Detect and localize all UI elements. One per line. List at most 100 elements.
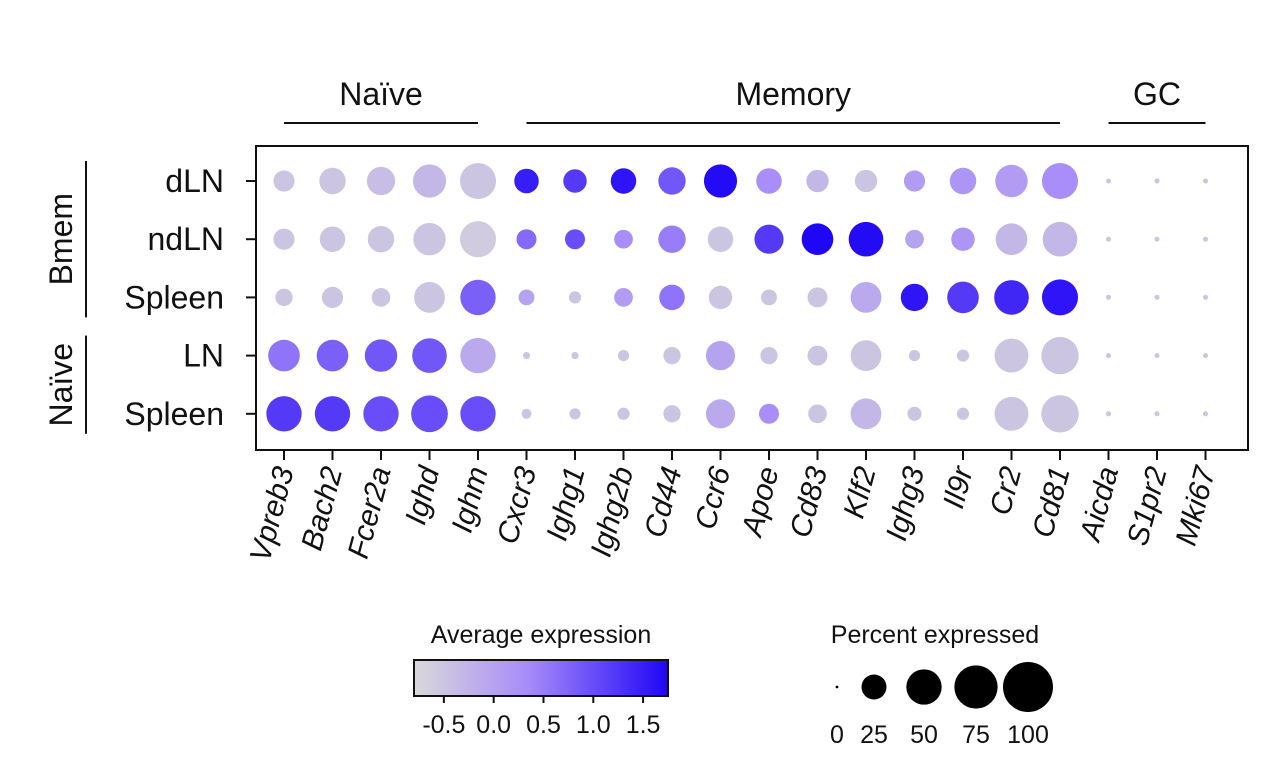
dot-dln-ighg3 [903,170,926,192]
color-legend-title: Average expression [431,621,652,649]
color-legend-ticks: -0.5 0.0 0.5 1.0 1.5 [422,696,660,739]
dot-ln-vpreb3 [268,339,300,372]
size-legend-title: Percent expressed [831,621,1039,649]
dots [266,162,1208,433]
column-group-label-memory: Memory [735,76,851,112]
row-label-ndln: ndLN [148,221,225,257]
dot-spleen-ighm [460,396,496,432]
gene-label-ighd: Ighd [399,462,446,528]
dot-dln-fcer2a [366,166,396,196]
dot-dln-mki67 [1203,178,1208,184]
dot-dln-ighd [412,164,447,198]
color-tick-label: 1.5 [626,711,661,739]
dot-dln-vpreb3 [273,170,295,192]
dot-spleen-cxcr3 [521,408,532,419]
dot-spleen-aicda [1106,411,1111,417]
dot-spleen-s1pr2 [1154,294,1160,300]
gene-label-il9r: Il9r [937,462,980,512]
dot-spleen-cd83 [808,404,827,424]
dot-ln-cd81 [1041,336,1079,375]
dot-ndln-ighg1 [565,229,585,250]
dot-ln-klf2 [850,340,882,372]
dot-ln-cd44 [663,346,681,365]
dot-ndln-cd81 [1042,221,1078,257]
dot-spleen-klf2 [850,398,882,430]
dot-ln-il9r [956,349,970,362]
gene-label-cxcr3: Cxcr3 [491,463,543,548]
dot-ln-cxcr3 [522,352,531,360]
color-tick-label: -0.5 [422,711,465,739]
dot-spleen-ighg1 [569,408,581,420]
gene-label-cd83: Cd83 [784,463,835,541]
dot-spleen-fcer2a [371,288,391,307]
row-group-labels: Bmem Naïve [43,161,87,434]
plot-panel [255,145,1249,451]
dot-spleen-ighg3 [907,406,922,421]
dot-spleen-ighg2b [614,288,633,307]
gene-label-ighg2b: Ighg2b [585,463,641,560]
dot-ndln-cd83 [801,223,834,256]
dot-ln-cr2 [994,338,1029,373]
dot-ndln-klf2 [848,221,884,257]
dot-spleen-s1pr2 [1154,411,1160,417]
dot-ln-ighg1 [571,352,579,360]
size-legend-dot [906,669,942,705]
dot-spleen-il9r [956,407,970,420]
color-tick-label: 0.0 [476,711,511,739]
dot-spleen-cr2 [994,396,1029,431]
dot-spleen-apoe [759,403,779,424]
dot-ndln-bach2 [319,226,346,252]
dot-spleen-cd44 [659,284,685,311]
gene-label-apoe: Apoe [735,463,786,541]
dot-dln-cd81 [1041,162,1079,200]
dot-ndln-il9r [951,227,975,251]
dot-dln-aicda [1106,178,1111,184]
dot-spleen-cr2 [994,280,1029,315]
dot-dln-bach2 [319,167,346,195]
gene-label-bach2: Bach2 [295,463,349,554]
gene-label-ccr6: Ccr6 [689,463,737,533]
row-label-ln: LN [183,338,224,374]
dot-ln-ighm [460,337,496,374]
dot-spleen-cd83 [807,287,828,308]
size-legend-dot [835,685,839,689]
gene-label-ighg1: Ighg1 [540,463,591,544]
row-label-spleen: Spleen [124,279,224,315]
column-group-label-gc: GC [1133,76,1181,112]
size-tick-label: 0 [830,721,844,749]
dot-spleen-ighd [411,395,448,433]
dot-ndln-s1pr2 [1154,236,1160,242]
size-tick-label: 100 [1007,721,1049,749]
dot-spleen-bach2 [314,396,351,432]
x-axis-ticks [283,450,1207,460]
color-legend: Average expression -0.5 0.0 0.5 1.0 1.5 [413,621,669,739]
dot-dln-apoe [756,168,782,194]
dot-ln-s1pr2 [1154,353,1160,359]
dot-dln-cd83 [806,169,829,193]
gene-label-vpreb3: Vpreb3 [244,463,301,565]
size-legend-dots: 0 25 50 75 100 [830,662,1053,749]
row-labels: dLN ndLN Spleen LN Spleen [124,163,256,432]
row-label-spleen: Spleen [124,396,224,432]
dot-dln-klf2 [854,169,878,193]
column-group-headers: Naïve Memory GC [284,76,1206,124]
dot-ndln-aicda [1106,236,1111,242]
dot-spleen-il9r [947,281,979,314]
dot-spleen-ighg1 [568,291,582,304]
dot-ln-ighg3 [908,350,921,362]
dot-ln-ighd [412,338,447,373]
dot-spleen-fcer2a [363,396,399,432]
dot-spleen-vpreb3 [275,288,293,307]
dot-ln-fcer2a [364,339,398,372]
dot-ndln-ighm [459,221,497,258]
size-legend-dot [861,674,887,700]
gene-label-ighg3: Ighg3 [880,463,931,544]
dot-dln-ighm [459,162,497,200]
gene-label-klf2: Klf2 [838,463,883,522]
dot-spleen-ccr6 [708,285,733,310]
dot-dln-ighg1 [563,169,587,193]
dot-spleen-ighg2b [617,407,630,420]
dot-dln-cxcr3 [514,168,539,194]
